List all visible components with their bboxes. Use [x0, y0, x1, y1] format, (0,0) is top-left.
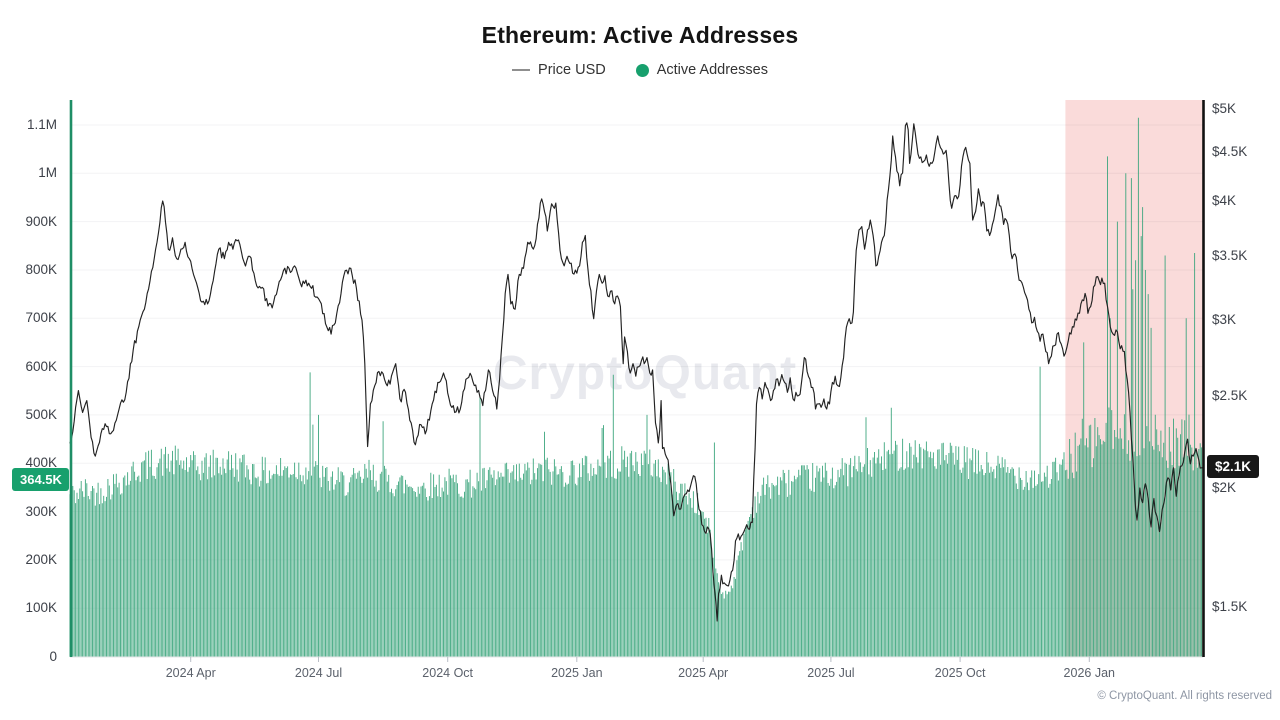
current-value-badge-active-addresses: 364.5K	[12, 468, 69, 492]
x-axis-tick: 2026 Jan	[1063, 666, 1115, 680]
right-axis-tick: $3K	[1212, 312, 1237, 328]
right-axis-tick: $4K	[1212, 193, 1237, 208]
chart-legend: Price USD Active Addresses	[0, 62, 1280, 78]
left-axis-tick: 500K	[25, 406, 57, 422]
right-axis-tick: $1.5K	[1212, 599, 1248, 615]
left-axis-tick: 400K	[25, 455, 57, 471]
x-axis-tick: 2025 Jan	[551, 666, 603, 680]
left-axis-tick: 800K	[25, 261, 57, 277]
left-axis-tick: 600K	[25, 358, 57, 374]
left-axis-tick: 900K	[25, 213, 57, 229]
cryptoquant-watermark: CryptoQuant	[492, 347, 798, 400]
left-axis-tick: 300K	[25, 503, 57, 519]
x-axis-tick: 2024 Apr	[165, 666, 216, 680]
left-axis-tick: 0	[49, 648, 57, 664]
active-addresses-bars	[69, 117, 1204, 657]
left-axis-tick: 200K	[25, 551, 57, 567]
legend-item-price[interactable]: Price USD	[512, 62, 606, 78]
legend-label-active-addresses: Active Addresses	[656, 62, 768, 78]
right-axis-tick: $2K	[1212, 479, 1237, 495]
x-axis-tick: 2025 Jul	[807, 666, 855, 680]
price-line	[69, 122, 1204, 622]
right-axis-tick: $4.5K	[1212, 144, 1248, 160]
price-line-icon	[512, 69, 531, 71]
left-axis-tick: 700K	[25, 310, 57, 326]
left-axis-tick: 100K	[25, 600, 57, 616]
x-axis-tick: 2025 Apr	[678, 666, 729, 680]
copyright-note: © CryptoQuant. All rights reserved	[1097, 690, 1272, 702]
page-title: Ethereum: Active Addresses	[481, 22, 799, 48]
right-axis-tick: $3.5K	[1212, 248, 1248, 264]
x-axis-tick: 2025 Oct	[934, 666, 986, 680]
left-axis-tick: 1M	[38, 165, 57, 181]
right-axis-tick: $5K	[1212, 100, 1237, 116]
left-axis-tick: 1.1M	[26, 117, 57, 132]
x-axis-tick: 2024 Oct	[422, 666, 474, 680]
right-axis-tick: $2.5K	[1212, 387, 1248, 403]
active-addresses-dot-icon	[635, 63, 649, 77]
current-value-badge-price: $2.1K	[1207, 454, 1260, 479]
x-axis-tick: 2024 Jul	[294, 666, 343, 680]
legend-label-price: Price USD	[538, 62, 606, 78]
legend-item-active-addresses[interactable]: Active Addresses	[635, 62, 768, 78]
